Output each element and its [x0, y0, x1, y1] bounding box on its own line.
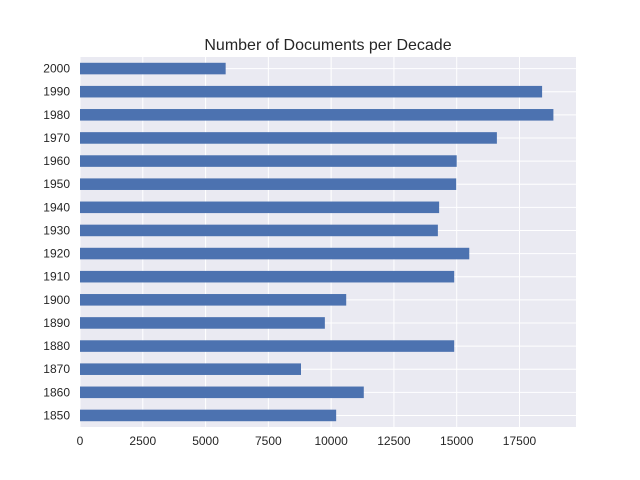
- bar-1920: [80, 247, 470, 260]
- bar-1960: [80, 155, 457, 167]
- y-tick-label: 1870: [43, 362, 70, 376]
- y-tick-labels: 2000 1990 1980 1970 1960 1950 1940 1930 1920 1910…: [43, 62, 70, 423]
- y-tick-label: 1920: [43, 247, 70, 261]
- x-tick-label: 10000: [314, 434, 348, 448]
- y-tick-label: 1950: [43, 177, 70, 191]
- bar-1850: [80, 409, 337, 422]
- x-tick-labels: 0 2500 5000 7500 10000 12500 15000 17500: [77, 434, 537, 448]
- bar-2000: [80, 62, 226, 75]
- x-tick-label: 12500: [377, 434, 411, 448]
- y-tick-label: 1990: [43, 85, 70, 99]
- y-tick-label: 1910: [43, 270, 70, 284]
- bar-1970: [80, 132, 497, 144]
- y-tick-label: 1900: [43, 293, 70, 307]
- y-tick-label: 1880: [43, 339, 70, 353]
- bar-1870: [80, 363, 302, 375]
- y-tick-label: 1970: [43, 131, 70, 145]
- y-tick-label: 1960: [43, 154, 70, 168]
- bar-1900: [80, 294, 347, 306]
- y-tick-label: 2000: [43, 62, 70, 76]
- x-tick-label: 0: [77, 434, 84, 448]
- bar-1930: [80, 224, 438, 237]
- y-tick-label: 1940: [43, 200, 70, 214]
- x-tick-label: 17500: [503, 434, 537, 448]
- y-tick-label: 1930: [43, 223, 70, 237]
- x-tick-label: 7500: [255, 434, 282, 448]
- bar-1990: [80, 85, 543, 98]
- bar-1880: [80, 340, 455, 352]
- x-tick-label: 5000: [192, 434, 219, 448]
- bar-1860: [80, 386, 364, 399]
- bar-1890: [80, 317, 325, 329]
- y-tick-label: 1890: [43, 316, 70, 330]
- chart-title: Number of Documents per Decade: [204, 37, 451, 54]
- x-tick-label: 2500: [129, 434, 156, 448]
- y-tick-label: 1980: [43, 108, 70, 122]
- bars: [80, 62, 554, 422]
- x-tick-label: 15000: [440, 434, 474, 448]
- bar-1940: [80, 201, 440, 214]
- y-tick-label: 1850: [43, 408, 70, 422]
- bar-1980: [80, 109, 554, 121]
- bar-1950: [80, 178, 457, 190]
- y-tick-label: 1860: [43, 385, 70, 399]
- bar-1910: [80, 270, 455, 283]
